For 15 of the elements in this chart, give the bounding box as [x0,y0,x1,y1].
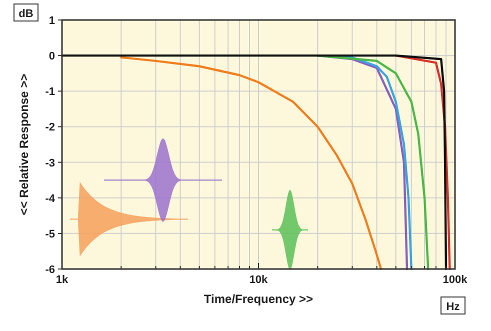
y-tick-label: 0 [48,50,55,63]
text: dB [18,8,34,20]
y-tick-label: 1 [48,15,55,27]
y-tick-label: -5 [45,228,55,240]
y-tick-label: -4 [45,192,56,205]
y-tick-label: -6 [45,264,55,276]
y-tick-label: -2 [45,122,55,134]
x-axis-title: Time/Frequency >> [204,292,314,306]
x-tick-label: 10k [249,274,269,286]
y-tick-label: -3 [45,157,55,170]
y-tick-label: -1 [45,86,55,98]
x-tick-label: 100k [442,274,468,286]
x-tick-label: 1k [56,274,69,286]
text: Hz [446,301,460,313]
y-axis-title: << Relative Response >> [17,74,31,216]
